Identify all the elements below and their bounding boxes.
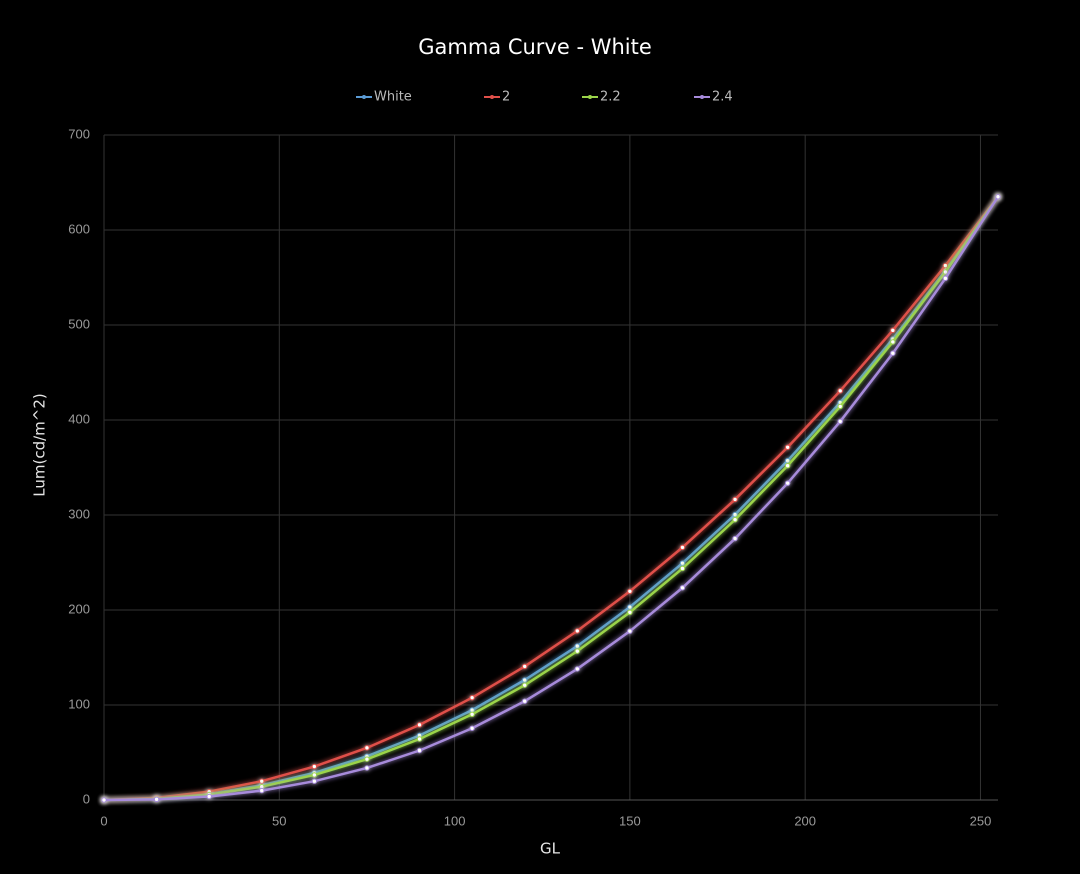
point: [206, 793, 212, 800]
point: [732, 535, 738, 542]
point: [574, 643, 580, 649]
point: [784, 457, 791, 464]
point: [522, 682, 528, 688]
point: [469, 694, 475, 701]
point: [732, 496, 738, 503]
line: [103, 196, 1000, 802]
line: [103, 196, 1000, 802]
y-tick-label: 300: [68, 506, 90, 521]
point: [679, 560, 686, 566]
series: [101, 194, 1001, 803]
point: [679, 585, 686, 591]
line: [103, 196, 1000, 802]
point: [627, 609, 633, 615]
point: [522, 677, 528, 683]
legend-label: 2.4: [712, 90, 733, 105]
point: [416, 722, 423, 728]
legend-marker: [490, 95, 494, 99]
legend-label: 2.2: [600, 90, 621, 105]
point: [522, 663, 528, 670]
point: [732, 511, 738, 518]
point: [942, 269, 949, 275]
y-tick-label: 700: [68, 126, 90, 141]
point: [364, 765, 370, 771]
y-tick-label: 0: [83, 791, 90, 806]
point: [837, 403, 843, 410]
point: [311, 763, 318, 770]
point: [574, 628, 580, 634]
point: [259, 787, 265, 794]
y-tick-label: 500: [68, 316, 90, 331]
x-tick-label: 0: [100, 813, 107, 828]
point: [153, 796, 160, 803]
point: [890, 339, 896, 345]
x-tick-label: 150: [619, 813, 641, 828]
y-tick-label: 600: [68, 221, 90, 236]
point: [311, 772, 318, 778]
y-axis-label: Lum(cd/m^2): [31, 393, 49, 496]
point: [364, 745, 370, 751]
point: [942, 262, 949, 269]
point: [469, 725, 475, 731]
line: [103, 195, 999, 802]
point: [837, 388, 843, 394]
point: [259, 778, 265, 784]
point: [574, 648, 580, 654]
legend-marker: [588, 95, 592, 99]
series: [101, 194, 1001, 803]
point: [837, 418, 843, 425]
x-tick-label: 50: [272, 813, 286, 828]
point: [784, 480, 791, 486]
y-tick-label: 400: [68, 411, 90, 426]
point: [784, 444, 791, 450]
legend-marker: [700, 95, 704, 99]
point: [469, 711, 475, 718]
series: [101, 194, 1001, 803]
point: [574, 666, 580, 672]
legend-label: White: [374, 90, 412, 105]
point: [995, 194, 1001, 200]
point: [311, 778, 318, 784]
point: [679, 544, 686, 551]
point: [627, 588, 633, 594]
point: [364, 756, 370, 762]
point: [416, 747, 423, 754]
point: [522, 698, 528, 704]
point: [890, 327, 896, 334]
legend-label: 2: [502, 90, 510, 105]
point: [627, 604, 633, 610]
y-tick-label: 100: [68, 696, 90, 711]
point: [416, 736, 423, 742]
x-tick-label: 200: [794, 813, 816, 828]
point: [942, 275, 949, 282]
point: [890, 350, 896, 356]
point: [679, 565, 686, 572]
x-axis-label: GL: [540, 840, 561, 858]
x-tick-label: 250: [970, 813, 992, 828]
point: [732, 516, 738, 523]
legend-marker: [362, 95, 366, 99]
point: [101, 797, 107, 803]
point: [627, 628, 633, 634]
point: [784, 462, 791, 469]
y-tick-label: 200: [68, 601, 90, 616]
chart-title: Gamma Curve - White: [418, 35, 652, 59]
x-tick-label: 100: [444, 813, 466, 828]
